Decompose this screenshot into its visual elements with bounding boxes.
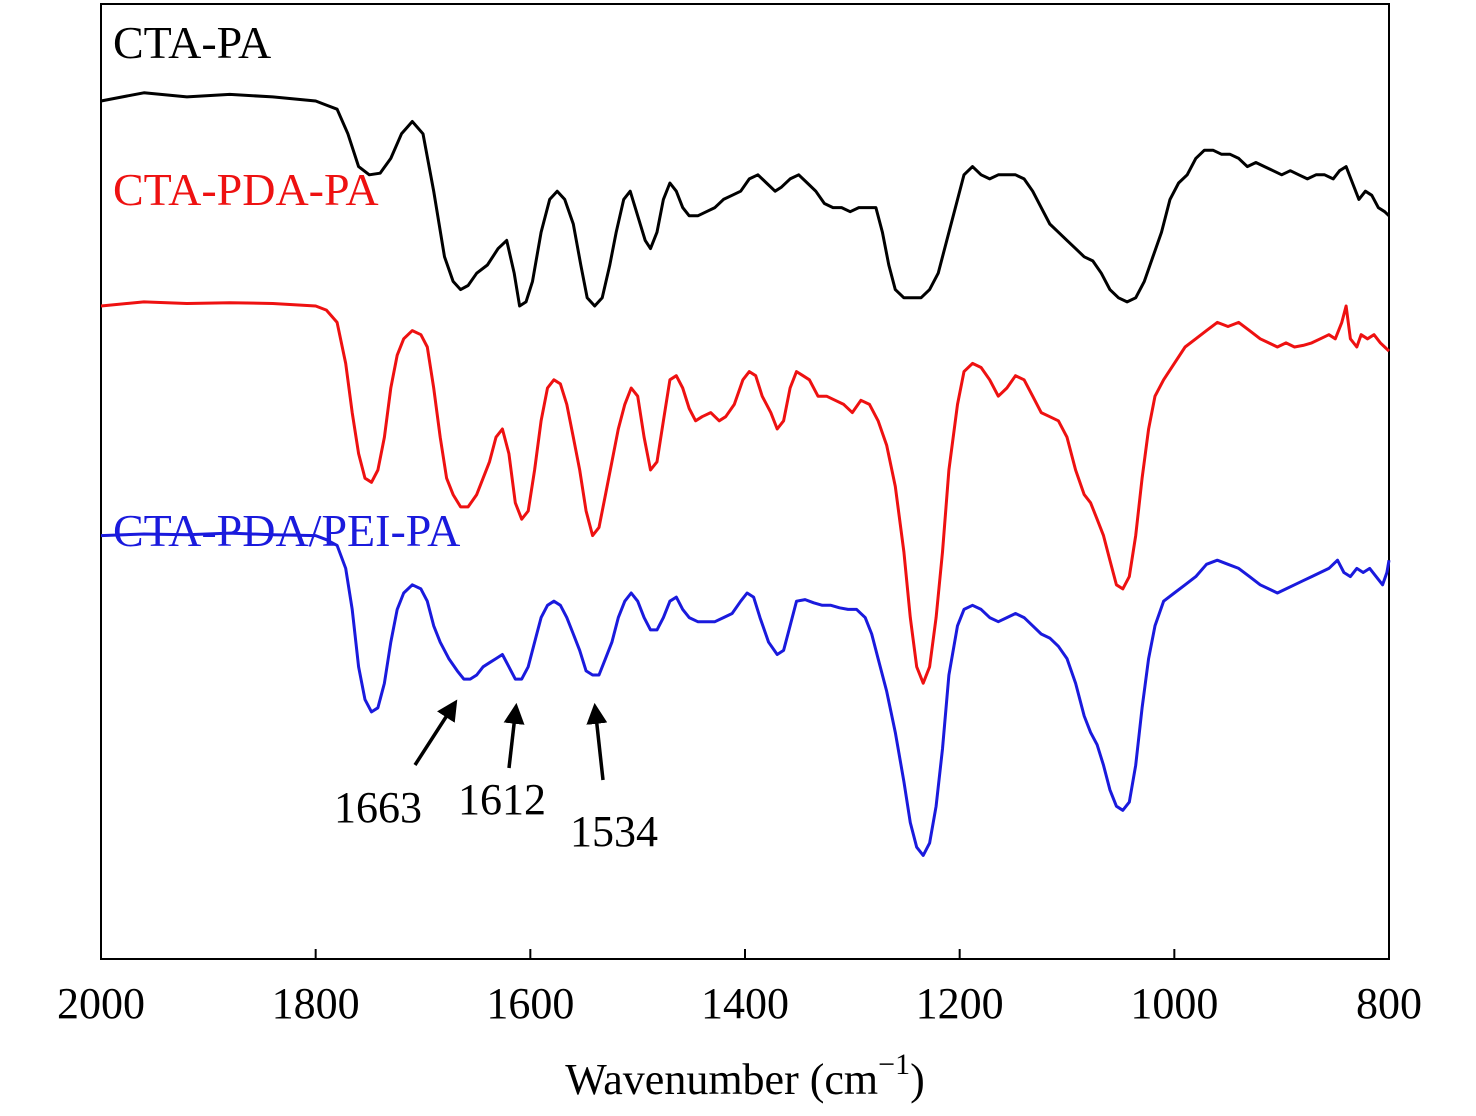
x-tick-label: 1200 — [916, 979, 1004, 1028]
series-label-1: CTA-PA — [113, 17, 271, 68]
annotation-arrow-1534 — [586, 702, 608, 781]
x-tick-label: 1000 — [1130, 979, 1218, 1028]
series-label-2: CTA-PDA-PA — [113, 164, 379, 215]
annotation-arrow-1612 — [503, 702, 525, 769]
series-curves — [100, 91, 1391, 857]
plot-frame — [100, 3, 1390, 960]
annotation-label-1612: 1612 — [458, 775, 546, 824]
x-tick-label: 1800 — [272, 979, 360, 1028]
series-labels: CTA-PA CTA-PDA-PA CTA-PDA/PEI-PA — [113, 17, 460, 556]
peak-annotations: 1663 1612 1534 — [334, 699, 658, 856]
x-tick-label: 1600 — [486, 979, 574, 1028]
series-line-3 — [100, 531, 1391, 857]
x-tick-label: 1400 — [701, 979, 789, 1028]
x-axis-title-close: ) — [910, 1055, 925, 1104]
x-tick-label: 800 — [1356, 979, 1422, 1028]
annotation-arrow-1663 — [413, 699, 458, 766]
series-line-2 — [100, 300, 1391, 685]
series-label-3: CTA-PDA/PEI-PA — [113, 505, 460, 556]
annotation-label-1663: 1663 — [334, 783, 422, 832]
x-axis-title-main: Wavenumber (cm — [565, 1055, 878, 1104]
annotation-label-1534: 1534 — [570, 807, 658, 856]
x-axis-ticks: 2000 1800 1600 1400 1200 1000 800 — [57, 949, 1422, 1028]
series-line-1 — [100, 91, 1391, 308]
x-axis-title: Wavenumber (cm−1) — [565, 1048, 924, 1104]
x-tick-label: 2000 — [57, 979, 145, 1028]
x-axis-title-superscript: −1 — [878, 1048, 910, 1081]
